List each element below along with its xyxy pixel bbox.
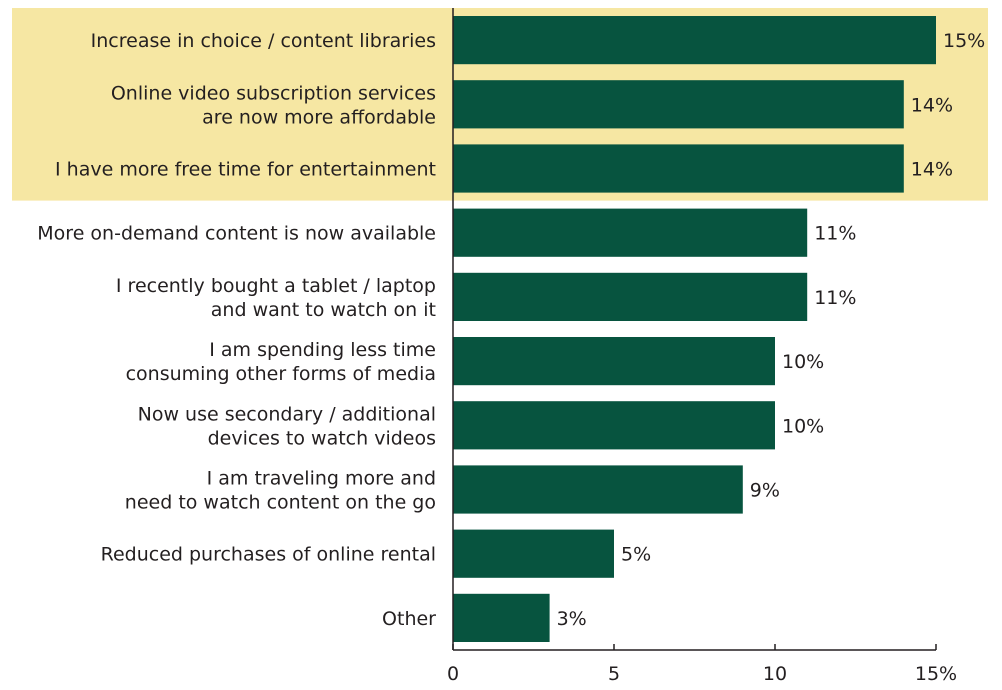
bar [453, 272, 808, 321]
bar [453, 593, 550, 642]
x-tick-label: 10 [763, 663, 787, 685]
category-label-line: I am spending less time [209, 339, 436, 361]
category-label: Online video subscription services are no… [111, 82, 436, 128]
category-label: Reduced purchases of online rental [101, 544, 436, 566]
category-label: More on-demand content is now available [37, 223, 436, 245]
category-label: I am spending less time consuming other f… [126, 339, 436, 385]
category-label-line: I have more free time for entertainment [55, 159, 436, 181]
category-label: Other [382, 608, 436, 630]
data-label: 5% [621, 544, 651, 566]
category-label-line: Reduced purchases of online rental [101, 544, 436, 566]
category-label: I am traveling more and need to watch con… [125, 468, 436, 514]
category-label: Now use secondary / additional devices to… [138, 403, 436, 449]
bar [453, 401, 775, 450]
bar [453, 337, 775, 386]
category-label: Increase in choice / content libraries [91, 30, 436, 52]
category-label: I recently bought a tablet / laptop and w… [116, 275, 436, 321]
data-label: 11% [814, 223, 856, 245]
category-label-line: More on-demand content is now available [37, 223, 436, 245]
bar [453, 80, 904, 129]
x-tick-label: 15% [915, 663, 957, 685]
category-label-line: need to watch content on the go [125, 492, 436, 514]
category-label-line: Increase in choice / content libraries [91, 30, 436, 52]
data-label: 15% [943, 30, 985, 52]
category-label-line: I am traveling more and [207, 468, 436, 490]
category-label-line: Online video subscription services [111, 82, 436, 104]
category-label-line: and want to watch on it [211, 299, 436, 321]
data-label: 9% [750, 480, 780, 502]
data-label: 14% [911, 159, 953, 181]
bar [453, 16, 936, 65]
data-label: 10% [782, 415, 824, 437]
bar [453, 144, 904, 193]
category-label: I have more free time for entertainment [55, 159, 436, 181]
bar [453, 529, 614, 578]
category-label-line: consuming other forms of media [126, 363, 436, 385]
category-label-line: Now use secondary / additional [138, 403, 436, 425]
bar [453, 465, 743, 514]
data-label: 10% [782, 351, 824, 373]
category-label-line: devices to watch videos [208, 427, 436, 449]
category-label-line: Other [382, 608, 436, 630]
category-label-line: I recently bought a tablet / laptop [116, 275, 436, 297]
category-label-line: are now more affordable [202, 106, 436, 128]
data-label: 11% [814, 287, 856, 309]
data-label: 3% [557, 608, 587, 630]
data-label: 14% [911, 94, 953, 116]
bar [453, 208, 808, 257]
x-tick-label: 5 [608, 663, 620, 685]
x-tick-label: 0 [447, 663, 459, 685]
